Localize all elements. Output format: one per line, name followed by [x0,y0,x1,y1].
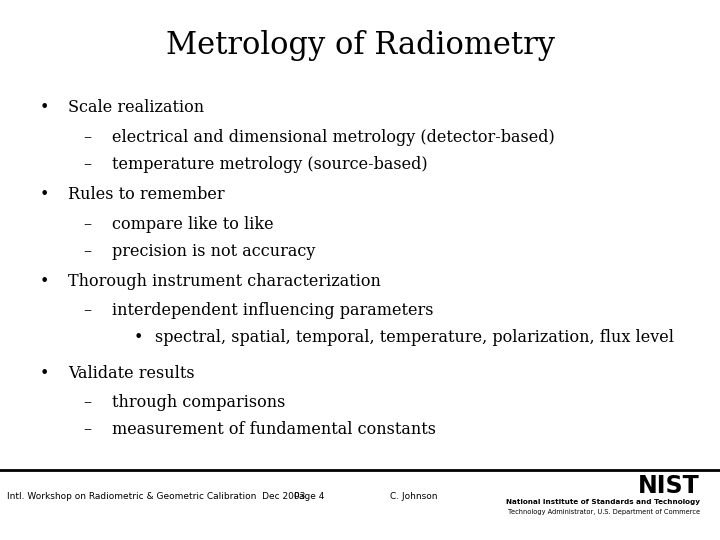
Text: through comparisons: through comparisons [112,394,285,411]
Text: –: – [83,242,91,260]
Text: –: – [83,421,91,438]
Text: compare like to like: compare like to like [112,215,273,233]
Text: Validate results: Validate results [68,365,195,382]
Text: •: • [40,273,49,291]
Text: –: – [83,156,91,173]
Text: temperature metrology (source-based): temperature metrology (source-based) [112,156,427,173]
Text: Thorough instrument characterization: Thorough instrument characterization [68,273,382,291]
Text: •: • [133,329,143,346]
Text: Page 4: Page 4 [294,492,325,501]
Text: Intl. Workshop on Radiometric & Geometric Calibration  Dec 2003: Intl. Workshop on Radiometric & Geometri… [7,492,305,501]
Text: interdependent influencing parameters: interdependent influencing parameters [112,302,433,319]
Text: •: • [40,186,49,203]
Text: •: • [40,365,49,382]
Text: precision is not accuracy: precision is not accuracy [112,242,315,260]
Text: spectral, spatial, temporal, temperature, polarization, flux level: spectral, spatial, temporal, temperature… [155,329,674,346]
Text: –: – [83,215,91,233]
Text: –: – [83,394,91,411]
Text: –: – [83,302,91,319]
Text: Rules to remember: Rules to remember [68,186,225,203]
Text: NIST: NIST [638,474,700,498]
Text: National Institute of Standards and Technology: National Institute of Standards and Tech… [506,499,700,505]
Text: Scale realization: Scale realization [68,99,204,117]
Text: –: – [83,129,91,146]
Text: C. Johnson: C. Johnson [390,492,438,501]
Text: •: • [40,99,49,117]
Text: Metrology of Radiometry: Metrology of Radiometry [166,30,554,60]
Text: measurement of fundamental constants: measurement of fundamental constants [112,421,436,438]
Text: electrical and dimensional metrology (detector-based): electrical and dimensional metrology (de… [112,129,554,146]
Text: Technology Administrator, U.S. Department of Commerce: Technology Administrator, U.S. Departmen… [508,509,700,515]
